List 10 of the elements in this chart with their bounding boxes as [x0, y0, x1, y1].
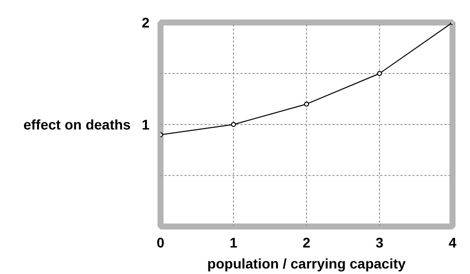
x-tick-label: 3	[376, 234, 384, 250]
x-tick-label: 4	[448, 234, 457, 250]
y-axis-title: effect on deaths	[23, 116, 131, 132]
point	[304, 102, 309, 107]
point	[231, 122, 236, 127]
x-tick-label: 1	[230, 234, 238, 250]
x-axis-title: population / carrying capacity	[207, 256, 406, 272]
x-tick-label: 2	[302, 234, 311, 250]
x-tick-label: 0	[156, 234, 165, 250]
point	[377, 71, 382, 76]
